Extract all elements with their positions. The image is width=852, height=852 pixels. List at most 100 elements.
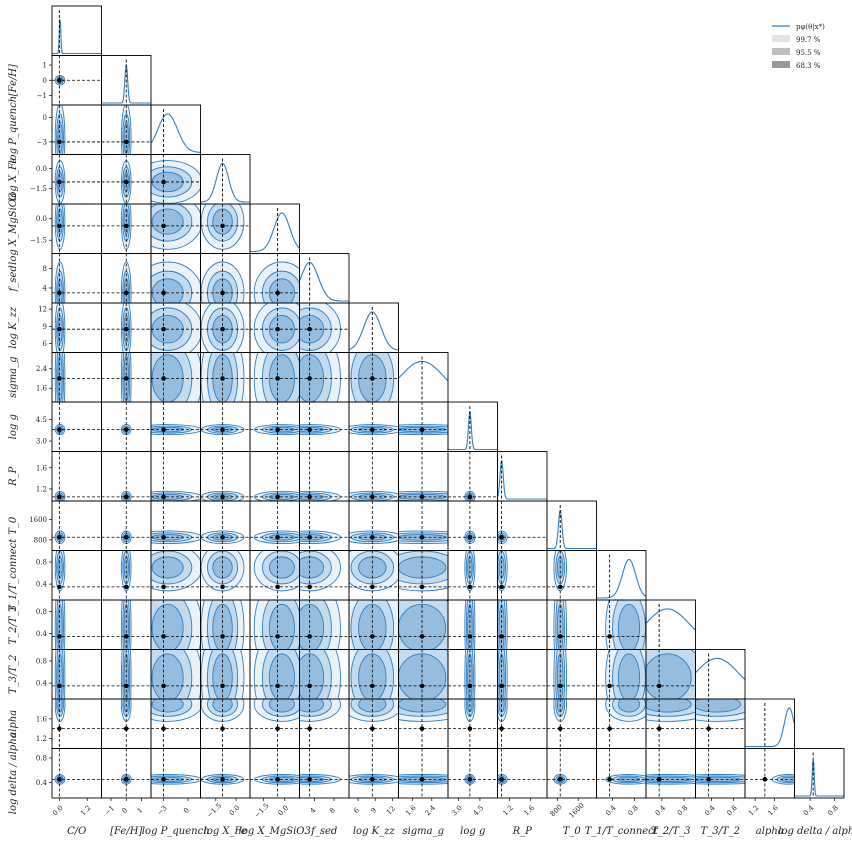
joint-panel-2-0 xyxy=(51,104,102,155)
marginal-panel-5 xyxy=(299,253,350,304)
y-tick-label: 2.4 xyxy=(36,365,48,373)
joint-panel-14-6 xyxy=(348,698,399,749)
y-axis-label-15: log delta / alpha xyxy=(8,732,19,814)
joint-panel-11-2 xyxy=(150,550,201,601)
truth-point xyxy=(57,584,62,590)
truth-point xyxy=(161,376,166,381)
marginal-curve-5 xyxy=(299,261,349,302)
credible-region-68-3 xyxy=(646,653,692,699)
truth-point xyxy=(57,223,62,229)
contours-13-7 xyxy=(398,649,448,699)
truth-point xyxy=(557,634,563,639)
contours-6-5 xyxy=(299,303,349,353)
y-tick-label: 0.0 xyxy=(36,165,47,173)
joint-panel-14-5 xyxy=(299,698,350,749)
joint-panel-15-11 xyxy=(596,748,647,799)
contours-11-7 xyxy=(398,550,448,600)
marginal-curve-8 xyxy=(448,411,498,451)
contours-9-8 xyxy=(448,451,498,501)
marginal-curve-0 xyxy=(52,19,102,55)
contours-14-11 xyxy=(596,699,646,749)
marginal-panel-8 xyxy=(447,401,498,452)
y-axis-label-10: T_0 xyxy=(8,516,19,535)
contours-13-4 xyxy=(250,649,300,699)
credible-region-68-3 xyxy=(268,699,295,713)
joint-panel-10-2 xyxy=(150,500,201,551)
marginal-panel-12 xyxy=(645,599,696,650)
truth-point xyxy=(161,777,166,782)
contours-3-1 xyxy=(101,154,151,204)
contours-8-6 xyxy=(349,402,399,452)
y-axis-label-8: log g xyxy=(8,414,19,439)
x-tick-label: 0.0 xyxy=(51,804,65,818)
contours-3-2 xyxy=(151,154,201,204)
joint-panel-11-3 xyxy=(200,550,251,601)
panel-frame xyxy=(695,748,746,799)
contours-14-13 xyxy=(695,699,745,749)
contours-11-2 xyxy=(151,550,201,600)
truth-point xyxy=(123,427,129,432)
contours-11-3 xyxy=(200,550,250,600)
contours-12-3 xyxy=(200,600,250,650)
truth-point xyxy=(161,683,166,689)
contours-14-1 xyxy=(101,699,151,749)
truth-point xyxy=(57,777,62,782)
truth-point xyxy=(419,634,425,639)
x-tick-label: 0.4 xyxy=(802,803,816,817)
truth-point xyxy=(123,179,129,185)
contours-15-4 xyxy=(250,748,300,798)
x-tick-label: 1.2 xyxy=(747,804,761,818)
contours-12-5 xyxy=(299,600,349,650)
truth-point xyxy=(161,290,166,296)
joint-panel-15-4 xyxy=(249,748,300,799)
panel-frame xyxy=(348,748,399,799)
contours-14-8 xyxy=(448,699,498,749)
contours-7-5 xyxy=(299,352,349,402)
x-tick-label: 0.4 xyxy=(604,803,618,817)
contours-10-4 xyxy=(250,501,300,551)
joint-panel-13-0 xyxy=(51,649,102,700)
credible-region-95-5 xyxy=(695,699,745,717)
y-tick-label: 1600 xyxy=(29,516,47,524)
x-tick-label: 0 xyxy=(120,806,129,815)
contours-14-10 xyxy=(547,699,597,749)
marginal-curve-2 xyxy=(150,113,201,153)
contours-7-4 xyxy=(250,352,300,402)
credible-region-68-3 xyxy=(268,278,295,303)
joint-panel-15-5 xyxy=(299,748,350,799)
truth-point xyxy=(419,777,425,782)
marginal-panel-9 xyxy=(497,451,548,502)
truth-point xyxy=(161,726,166,731)
x-axis-label-15: log delta / alpha xyxy=(778,826,852,837)
joint-panel-15-9 xyxy=(497,748,548,799)
x-tick-label: 1.6 xyxy=(523,803,537,817)
truth-point xyxy=(557,726,563,731)
joint-panel-7-4 xyxy=(249,352,300,403)
marginal-panel-14 xyxy=(744,698,795,749)
y-tick-label: 1.6 xyxy=(36,715,48,723)
contours-10-2 xyxy=(151,501,201,551)
contours-9-3 xyxy=(200,451,250,501)
truth-point xyxy=(220,584,225,590)
contours-11-4 xyxy=(250,550,300,600)
joint-panel-9-7 xyxy=(398,451,449,502)
truth-point xyxy=(275,376,280,381)
truth-point xyxy=(467,534,473,540)
marginal-panel-2 xyxy=(150,104,201,155)
joint-panel-14-7 xyxy=(398,698,449,749)
contours-6-4 xyxy=(250,303,300,353)
contours-9-6 xyxy=(349,451,399,501)
x-tick-label: 0.8 xyxy=(725,804,739,818)
credible-region-68-3 xyxy=(151,603,184,650)
panel-frame xyxy=(249,748,300,799)
contours-9-1 xyxy=(101,451,151,501)
contours-10-3 xyxy=(200,501,250,551)
panel-frame xyxy=(150,104,201,155)
contours-9-4 xyxy=(250,451,300,501)
marginal-panel-1 xyxy=(101,55,152,106)
contours-14-4 xyxy=(250,699,300,749)
panel-frame xyxy=(249,203,300,254)
x-tick-label: 1.2 xyxy=(79,804,93,818)
truth-point xyxy=(557,584,563,590)
marginal-curve-10 xyxy=(547,509,597,550)
